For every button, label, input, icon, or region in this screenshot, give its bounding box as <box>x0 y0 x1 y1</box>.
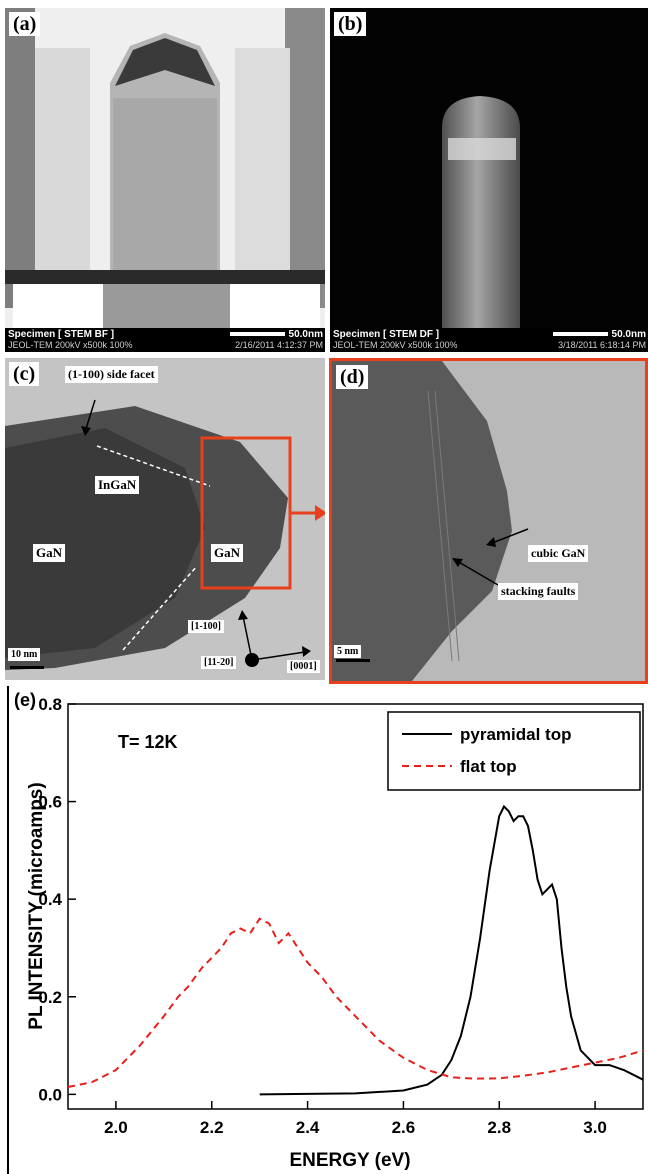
y-tick-label: 0.8 <box>38 695 62 714</box>
panel-a-info-bar: Specimen [ STEM BF ] JEOL-TEM 200kV x500… <box>5 328 325 352</box>
panel-d-label: (d) <box>336 365 369 389</box>
legend-box <box>387 711 641 791</box>
panel-b-scale-bar <box>553 332 608 336</box>
series-line-pyramidal-top <box>259 804 644 1096</box>
x-tick-label: 2.6 <box>392 1118 416 1137</box>
y-tick-label: 0.6 <box>38 793 62 812</box>
legend-label-pyramidal: pyramidal top <box>460 725 571 744</box>
panel-e-pl-spectra: 2.0 2.2 2.4 2.6 2.8 3.0 0.0 0.2 0.4 0.6 0.8 T= 12… <box>0 686 648 1174</box>
legend-label-flat: flat top <box>460 757 517 776</box>
direction-1-100: [1-100] <box>188 620 224 633</box>
panel-b-stem-df: (b) Specimen [ STEM DF ] JEOL-TEM 200kV … <box>330 8 648 352</box>
x-tick-label: 3.0 <box>583 1118 607 1137</box>
cubic-gan-label: cubic GaN <box>528 545 589 562</box>
panel-b-label: (b) <box>334 12 367 36</box>
temperature-annotation: T= 12K <box>118 732 178 752</box>
x-axis-label: ENERGY (eV) <box>289 1150 410 1171</box>
panel-a-scale-bar <box>230 332 285 336</box>
side-facet-label: (1-100) side facet <box>65 366 158 383</box>
panel-b-specimen: Specimen [ STEM DF ] <box>333 329 440 340</box>
panel-c-scale-label: 10 nm <box>8 648 41 661</box>
gan-left-label: GaN <box>33 544 65 562</box>
panel-a-specimen: Specimen [ STEM BF ] <box>8 329 115 340</box>
panel-a-label: (a) <box>9 12 41 36</box>
panel-d-hrtem-zoom: (d) cubic GaN stacking faults 5 nm <box>329 358 648 684</box>
hrtem-image <box>5 358 325 680</box>
x-tick-label: 2.8 <box>487 1118 511 1137</box>
y-tick-label: 0.0 <box>38 1085 62 1104</box>
panel-c-hrtem: (c) (1-100) side facet InGaN GaN GaN [1-… <box>5 358 325 680</box>
y-tick-label: 0.4 <box>38 890 62 909</box>
x-tick-label: 2.4 <box>296 1118 320 1137</box>
panel-d-scale-label: 5 nm <box>334 645 362 658</box>
y-tick-label: 0.2 <box>38 988 62 1007</box>
pl-chart: 2.0 2.2 2.4 2.6 2.8 3.0 0.0 0.2 0.4 0.6 0.8 T= 12… <box>0 686 648 1174</box>
direction-0001: [0001] <box>287 660 320 673</box>
series-line-flat-top <box>67 917 644 1088</box>
panel-b-scale-label: 50.0nm <box>611 329 646 340</box>
ingan-label: InGaN <box>95 476 140 494</box>
panel-a-stem-bf: (a) Specimen [ STEM BF ] JEOL-TEM 200kV … <box>5 8 325 352</box>
x-tick-label: 2.0 <box>104 1118 128 1137</box>
panel-b-info-bar: Specimen [ STEM DF ] JEOL-TEM 200kV x500… <box>330 328 648 352</box>
x-tick-label: 2.2 <box>200 1118 224 1137</box>
panel-b-timestamp: 3/18/2011 6:18:14 PM <box>558 340 646 350</box>
stem-bf-image <box>5 8 325 352</box>
panel-a-instrument: JEOL-TEM 200kV x500k 100% <box>8 340 133 350</box>
panel-c-label: (c) <box>9 362 40 386</box>
stem-df-image <box>330 8 648 352</box>
panel-b-instrument: JEOL-TEM 200kV x500k 100% <box>333 340 458 350</box>
direction-11-20: [11-20] <box>201 656 237 669</box>
panel-a-timestamp: 2/16/2011 4:12:37 PM <box>235 340 323 350</box>
stacking-faults-label: stacking faults <box>498 583 579 600</box>
gan-right-label: GaN <box>211 544 243 562</box>
legend: pyramidal top flat top <box>387 711 641 791</box>
hrtem-zoom-image <box>332 361 645 681</box>
y-axis-label: PL INTENSITY (microamps) <box>26 782 47 1029</box>
panel-a-scale-label: 50.0nm <box>288 329 323 340</box>
panel-e-label: (e) <box>14 688 36 712</box>
